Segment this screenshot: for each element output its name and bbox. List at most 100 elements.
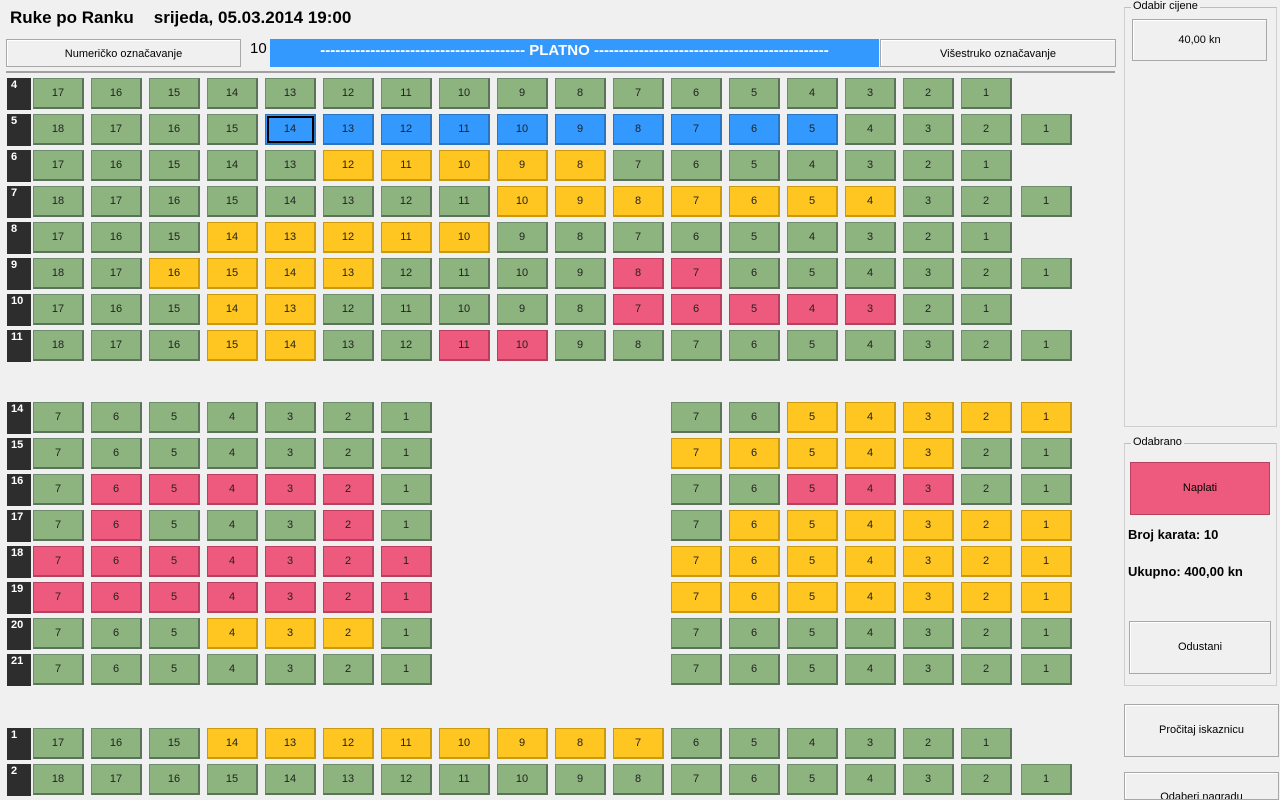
seat-reserved[interactable]: 10 xyxy=(439,150,490,181)
seat-free[interactable]: 4 xyxy=(207,654,258,685)
seat-free[interactable]: 18 xyxy=(33,114,84,145)
seat-free[interactable]: 6 xyxy=(91,438,142,469)
seat-free[interactable]: 5 xyxy=(787,258,838,289)
seat-free[interactable]: 2 xyxy=(903,728,954,759)
seat-free[interactable]: 15 xyxy=(149,78,200,109)
seat-free[interactable]: 4 xyxy=(207,438,258,469)
multi-marking-button[interactable]: Višestruko označavanje xyxy=(880,39,1116,67)
seat-free[interactable]: 1 xyxy=(381,654,432,685)
seat-free[interactable]: 6 xyxy=(671,150,722,181)
seat-free[interactable]: 17 xyxy=(91,186,142,217)
seat-reserved[interactable]: 5 xyxy=(787,438,838,469)
seat-free[interactable]: 5 xyxy=(787,330,838,361)
seat-sold[interactable]: 2 xyxy=(323,510,374,541)
seat-reserved[interactable]: 2 xyxy=(961,546,1012,577)
seat-sold[interactable]: 1 xyxy=(381,546,432,577)
seat-reserved[interactable]: 13 xyxy=(265,294,316,325)
seat-reserved[interactable]: 15 xyxy=(207,330,258,361)
seat-sold[interactable]: 8 xyxy=(613,258,664,289)
seat-free[interactable]: 5 xyxy=(787,764,838,795)
seat-free[interactable]: 6 xyxy=(671,728,722,759)
seat-sold[interactable]: 4 xyxy=(207,546,258,577)
seat-free[interactable]: 1 xyxy=(961,294,1012,325)
seat-sold[interactable]: 3 xyxy=(903,474,954,505)
seat-free[interactable]: 1 xyxy=(961,78,1012,109)
seat-free[interactable]: 7 xyxy=(33,402,84,433)
seat-sold[interactable]: 2 xyxy=(323,546,374,577)
seat-selected[interactable]: 11 xyxy=(439,114,490,145)
seat-reserved[interactable]: 4 xyxy=(845,546,896,577)
seat-reserved[interactable]: 9 xyxy=(497,150,548,181)
seat-reserved[interactable]: 13 xyxy=(265,222,316,253)
seat-sold[interactable]: 7 xyxy=(33,546,84,577)
seat-free[interactable]: 2 xyxy=(323,402,374,433)
seat-free[interactable]: 2 xyxy=(961,330,1012,361)
seat-free[interactable]: 2 xyxy=(961,114,1012,145)
seat-free[interactable]: 7 xyxy=(613,78,664,109)
seat-free[interactable]: 2 xyxy=(903,222,954,253)
seat-free[interactable]: 6 xyxy=(729,764,780,795)
seat-free[interactable]: 14 xyxy=(265,764,316,795)
seat-free[interactable]: 7 xyxy=(33,654,84,685)
seat-reserved[interactable]: 5 xyxy=(787,510,838,541)
seat-free[interactable]: 6 xyxy=(729,618,780,649)
seat-free[interactable]: 17 xyxy=(91,764,142,795)
price-option-button[interactable]: 40,00 kn xyxy=(1132,19,1267,61)
seat-reserved[interactable]: 11 xyxy=(381,150,432,181)
seat-reserved[interactable]: 3 xyxy=(265,618,316,649)
seat-free[interactable]: 3 xyxy=(265,510,316,541)
seat-free[interactable]: 7 xyxy=(33,474,84,505)
seat-reserved[interactable]: 16 xyxy=(149,258,200,289)
seat-free[interactable]: 1 xyxy=(1021,438,1072,469)
seat-free[interactable]: 1 xyxy=(381,402,432,433)
seat-free[interactable]: 7 xyxy=(671,510,722,541)
seat-reserved[interactable]: 5 xyxy=(787,402,838,433)
seat-reserved[interactable]: 10 xyxy=(439,728,490,759)
seat-free[interactable]: 4 xyxy=(207,510,258,541)
seat-free[interactable]: 16 xyxy=(91,222,142,253)
choose-reward-button[interactable]: Odaberi nagradu xyxy=(1124,772,1279,800)
seat-reserved[interactable]: 6 xyxy=(729,546,780,577)
seat-free[interactable]: 16 xyxy=(91,294,142,325)
seat-free[interactable]: 1 xyxy=(381,618,432,649)
seat-reserved[interactable]: 5 xyxy=(787,582,838,613)
seat-free[interactable]: 7 xyxy=(613,222,664,253)
seat-free[interactable]: 7 xyxy=(671,654,722,685)
seat-free[interactable]: 7 xyxy=(671,618,722,649)
seat-reserved[interactable]: 14 xyxy=(207,222,258,253)
seat-sold[interactable]: 5 xyxy=(149,474,200,505)
seat-free[interactable]: 6 xyxy=(91,654,142,685)
seat-reserved[interactable]: 13 xyxy=(323,258,374,289)
seat-free[interactable]: 2 xyxy=(961,618,1012,649)
seat-reserved[interactable]: 15 xyxy=(207,258,258,289)
seat-free[interactable]: 13 xyxy=(265,150,316,181)
seat-free[interactable]: 1 xyxy=(1021,114,1072,145)
seat-reserved[interactable]: 8 xyxy=(555,728,606,759)
seat-free[interactable]: 3 xyxy=(903,258,954,289)
seat-reserved[interactable]: 7 xyxy=(613,728,664,759)
seat-free[interactable]: 3 xyxy=(845,728,896,759)
seat-reserved[interactable]: 7 xyxy=(671,186,722,217)
seat-free[interactable]: 16 xyxy=(149,186,200,217)
seat-free[interactable]: 4 xyxy=(845,618,896,649)
seat-free[interactable]: 5 xyxy=(149,510,200,541)
seat-free[interactable]: 17 xyxy=(33,728,84,759)
seat-reserved[interactable]: 11 xyxy=(381,222,432,253)
seat-reserved[interactable]: 6 xyxy=(729,438,780,469)
seat-free[interactable]: 3 xyxy=(903,618,954,649)
seat-free[interactable]: 10 xyxy=(497,258,548,289)
seat-free[interactable]: 5 xyxy=(729,150,780,181)
seat-free[interactable]: 17 xyxy=(33,222,84,253)
seat-sold[interactable]: 5 xyxy=(787,474,838,505)
seat-free[interactable]: 3 xyxy=(265,654,316,685)
seat-free[interactable]: 6 xyxy=(91,618,142,649)
seat-reserved[interactable]: 1 xyxy=(1021,402,1072,433)
seat-selected[interactable]: 12 xyxy=(381,114,432,145)
seat-reserved[interactable]: 3 xyxy=(903,438,954,469)
seat-free[interactable]: 7 xyxy=(33,510,84,541)
seat-free[interactable]: 8 xyxy=(555,78,606,109)
seat-free[interactable]: 11 xyxy=(381,78,432,109)
seat-sold[interactable]: 5 xyxy=(729,294,780,325)
seat-free[interactable]: 1 xyxy=(961,150,1012,181)
seat-free[interactable]: 2 xyxy=(961,654,1012,685)
